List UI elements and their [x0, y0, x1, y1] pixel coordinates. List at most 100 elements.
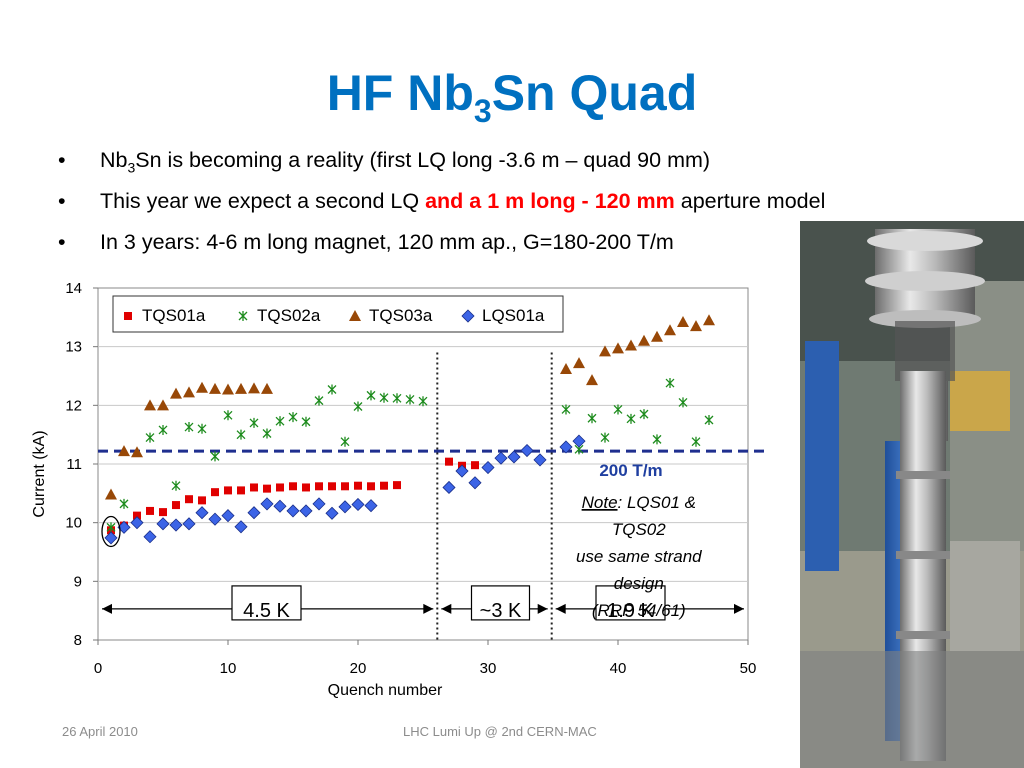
- bullet-item-2: This year we expect a second LQ and a 1 …: [58, 185, 825, 226]
- lqs01a-point: [338, 500, 352, 514]
- region-label-box: [595, 585, 666, 621]
- lqs01a-point: [104, 531, 118, 545]
- tqs01a-point: [185, 495, 193, 504]
- region-label: 4.5 K: [243, 600, 290, 622]
- lqs01a-point: [130, 516, 144, 530]
- tqs01a-point: [250, 483, 258, 492]
- x-tick-label: 0: [94, 660, 102, 677]
- y-tick-label: 10: [65, 515, 82, 532]
- note-text-line: Note: LQS01 &: [582, 493, 696, 512]
- tqs01a-point: [289, 482, 297, 491]
- y-axis-label: Current (kA): [31, 430, 48, 517]
- tqs03a-point: [703, 314, 715, 326]
- tqs03a-point: [638, 334, 650, 346]
- lqs01a-point: [299, 504, 313, 518]
- tqs02a-point: [418, 396, 428, 407]
- y-tick-label: 12: [65, 397, 82, 414]
- tqs01a-point: [380, 481, 388, 490]
- lqs01a-point: [143, 530, 157, 544]
- tqs03a-point: [664, 324, 676, 336]
- tqs02a-point: [366, 390, 376, 401]
- bullet-list: Nb3Sn is becoming a reality (first LQ lo…: [58, 144, 825, 267]
- tqs01a-point: [211, 488, 219, 497]
- lqs01a-point: [572, 434, 586, 448]
- tqs03a-point: [157, 399, 169, 411]
- tqs01a-point: [471, 461, 479, 470]
- legend-marker-tqs01a: [124, 312, 132, 320]
- legend-label-tqs01a: TQS01a: [142, 306, 206, 325]
- lqs01a-point: [468, 476, 482, 490]
- tqs03a-point: [235, 382, 247, 394]
- tqs02a-point: [249, 417, 259, 428]
- lqs01a-point: [156, 517, 170, 531]
- tqs01a-point: [159, 508, 167, 517]
- tqs02a-point: [678, 397, 688, 408]
- lqs01a-point: [117, 520, 131, 534]
- tqs02a-point: [314, 395, 324, 406]
- tqs03a-point: [573, 357, 585, 369]
- tqs02a-point: [197, 423, 207, 434]
- tqs02a-point: [639, 409, 649, 420]
- tqs02a-point: [561, 404, 571, 415]
- x-axis-label: Quench number: [328, 682, 443, 699]
- lqs01a-point: [507, 450, 521, 464]
- lqs01a-point: [351, 497, 365, 512]
- tqs03a-point: [261, 382, 273, 394]
- lqs01a-point: [234, 520, 248, 534]
- lqs01a-point: [208, 512, 222, 526]
- tqs02a-point: [379, 392, 389, 403]
- lqs01a-point: [494, 451, 508, 465]
- legend-marker-lqs01a: [461, 309, 475, 323]
- tqs02a-point: [223, 410, 233, 421]
- tqs03a-point: [651, 330, 663, 342]
- note-text-line: use same strand: [576, 547, 702, 566]
- quench-chart: 8 9 10 11 12 13 14 0 10 20 30 40 50 Quench number Curr…: [31, 280, 768, 699]
- tqs01a-point: [315, 482, 323, 491]
- tqs01a-point: [354, 481, 362, 490]
- region-label-box: [231, 585, 302, 621]
- tqs03a-point: [170, 387, 182, 399]
- tqs02a-point: [327, 384, 337, 395]
- tqs02a-point: [158, 424, 168, 435]
- region-arrowhead: [423, 603, 434, 614]
- lqs01a-point: [455, 464, 469, 478]
- tqs02a-point: [665, 378, 675, 389]
- reference-line-label: 200 T/m: [599, 461, 662, 480]
- tqs01a-point: [276, 483, 284, 492]
- footer-date: 26 April 2010: [62, 724, 138, 739]
- tqs03a-point: [209, 382, 221, 394]
- tqs01a-point: [224, 486, 232, 495]
- tqs02a-point: [353, 401, 363, 412]
- tqs02a-point: [236, 429, 246, 440]
- lqs01a-point: [481, 460, 495, 475]
- tqs03a-point: [144, 399, 156, 411]
- tqs02a-point: [184, 422, 194, 433]
- tqs02a-point: [392, 393, 402, 404]
- y-tick-label: 9: [74, 573, 82, 590]
- tqs03a-point: [560, 362, 572, 374]
- tqs02a-point: [210, 451, 220, 462]
- bullet-item-1: Nb3Sn is becoming a reality (first LQ lo…: [58, 144, 825, 185]
- tqs03a-point: [131, 446, 143, 458]
- tqs03a-point: [196, 381, 208, 393]
- lqs01a-point: [221, 509, 235, 523]
- tqs01a-point: [341, 482, 349, 491]
- x-tick-label: 20: [350, 660, 367, 677]
- y-tick-label: 8: [74, 632, 82, 649]
- note-text-line: design: [614, 574, 664, 593]
- region-arrowhead: [734, 603, 744, 614]
- tqs02a-point: [626, 413, 636, 424]
- tqs03a-point: [677, 316, 689, 328]
- tqs02a-point: [340, 436, 350, 447]
- tqs02a-point: [262, 428, 272, 439]
- tqs02a-point: [301, 416, 311, 427]
- lqs01a-point: [520, 443, 534, 458]
- tqs03a-point: [625, 339, 637, 351]
- lqs01a-point: [533, 453, 547, 467]
- region-label: ~3 K: [480, 600, 522, 622]
- lqs01a-point: [195, 506, 209, 520]
- chart-legend: [112, 295, 564, 333]
- tqs03a-point: [599, 345, 611, 357]
- tqs02a-point: [704, 415, 714, 425]
- tqs03a-point: [690, 320, 702, 332]
